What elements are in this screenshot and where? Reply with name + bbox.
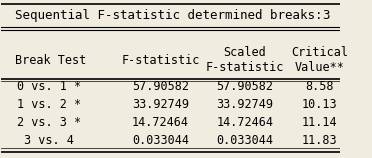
Text: 57.90582: 57.90582 [217, 80, 273, 93]
Text: 14.72464: 14.72464 [132, 116, 189, 129]
Text: 8.58: 8.58 [305, 80, 334, 93]
Text: Critical
Value**: Critical Value** [291, 46, 348, 74]
Text: 3 vs. 4: 3 vs. 4 [24, 134, 74, 147]
Text: 11.14: 11.14 [302, 116, 337, 129]
Text: Scaled
F-statistic: Scaled F-statistic [206, 46, 284, 74]
Text: 10.13: 10.13 [302, 98, 337, 111]
Text: 11.83: 11.83 [302, 134, 337, 147]
Text: 0.033044: 0.033044 [132, 134, 189, 147]
Text: 2 vs. 3 *: 2 vs. 3 * [17, 116, 81, 129]
Text: 57.90582: 57.90582 [132, 80, 189, 93]
Text: Sequential F-statistic determined breaks:: Sequential F-statistic determined breaks… [15, 9, 323, 22]
Text: 0.033044: 0.033044 [217, 134, 273, 147]
Text: 1 vs. 2 *: 1 vs. 2 * [17, 98, 81, 111]
Text: F-statistic: F-statistic [121, 54, 200, 67]
Text: Break Test: Break Test [15, 54, 86, 67]
Text: 14.72464: 14.72464 [217, 116, 273, 129]
Text: 33.92749: 33.92749 [132, 98, 189, 111]
Text: 33.92749: 33.92749 [217, 98, 273, 111]
Text: 3: 3 [322, 9, 330, 22]
Text: 0 vs. 1 *: 0 vs. 1 * [17, 80, 81, 93]
